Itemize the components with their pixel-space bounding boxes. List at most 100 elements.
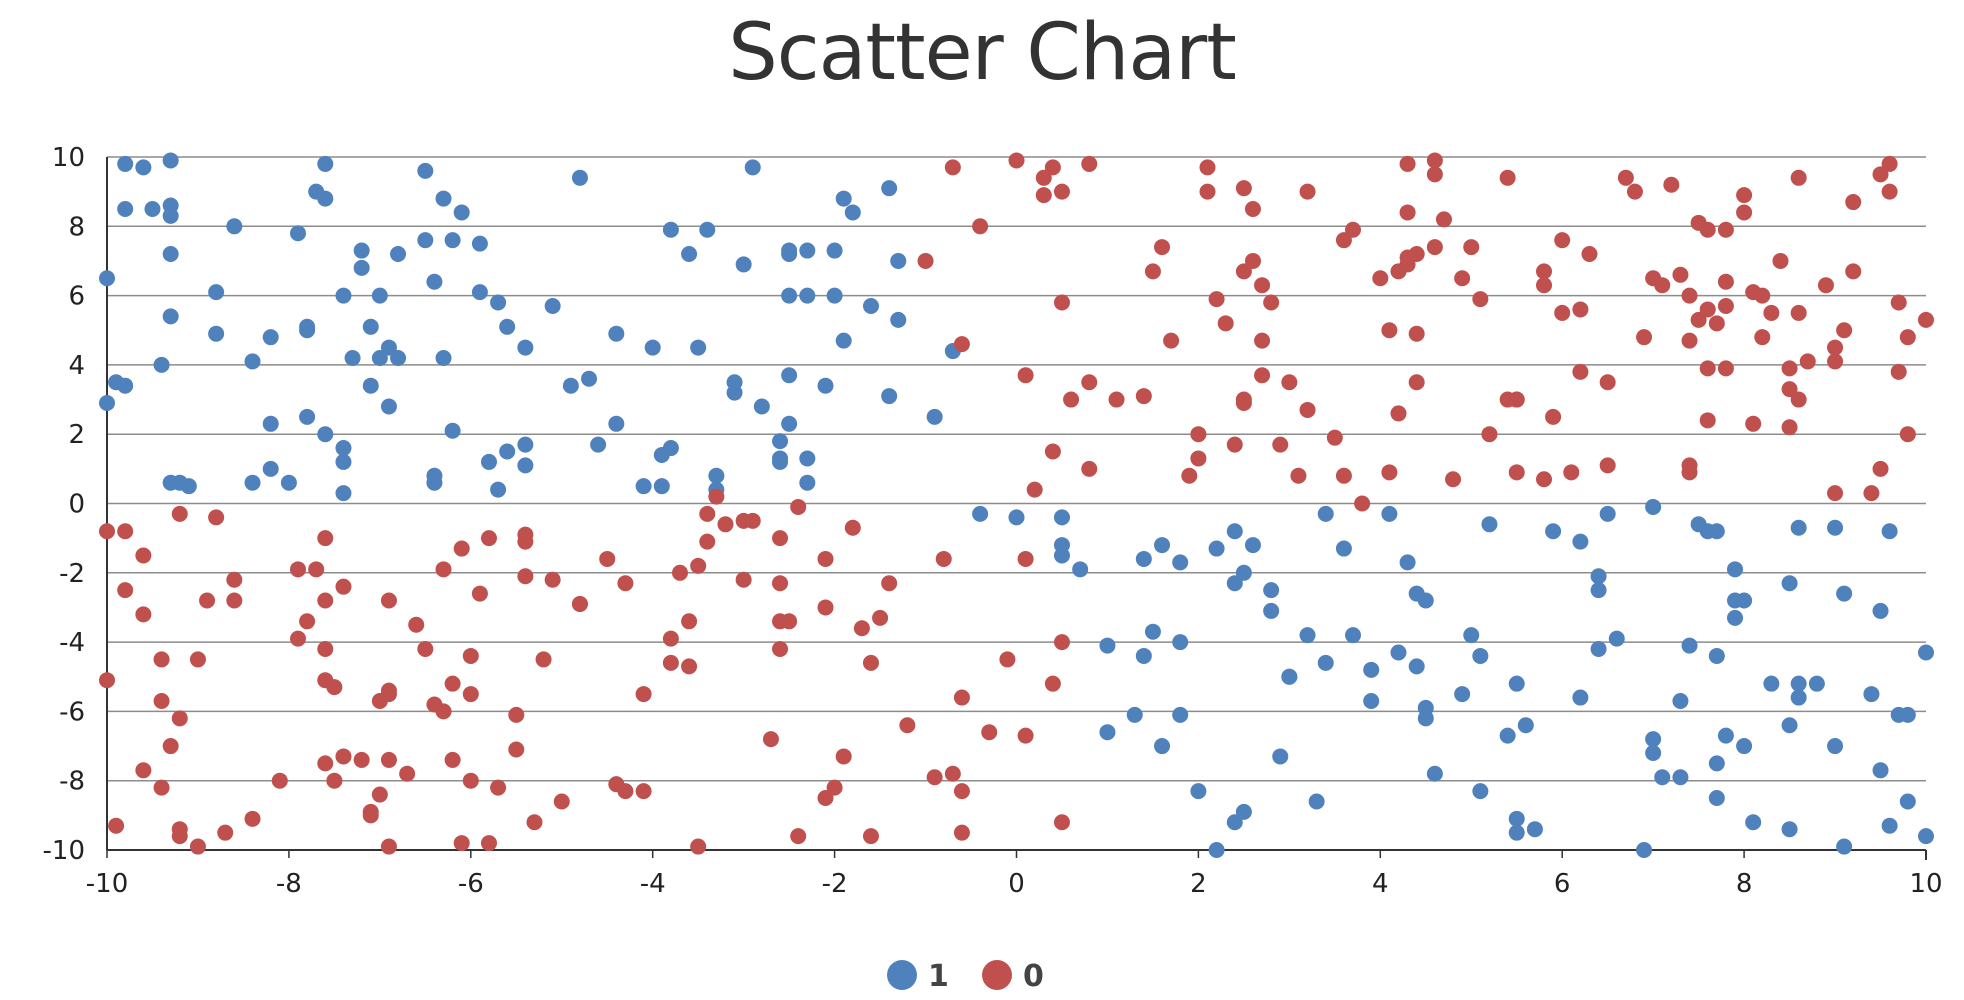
scatter-point	[1827, 485, 1844, 502]
scatter-point	[162, 152, 179, 169]
scatter-point	[1335, 232, 1352, 249]
scatter-point	[899, 717, 916, 734]
scatter-point	[435, 561, 452, 578]
scatter-point	[1172, 554, 1189, 571]
scatter-point	[608, 325, 625, 342]
scatter-point	[1208, 540, 1225, 557]
scatter-point	[244, 810, 261, 827]
scatter-point	[99, 395, 115, 412]
scatter-point	[271, 772, 288, 789]
scatter-point	[844, 204, 861, 221]
legend-item[interactable]: 0	[982, 959, 1044, 994]
scatter-point	[117, 155, 134, 172]
scatter-point	[862, 828, 879, 845]
scatter-point	[1572, 363, 1589, 380]
scatter-point	[1699, 221, 1716, 238]
scatter-point	[1381, 322, 1398, 339]
scatter-point	[1736, 592, 1753, 609]
scatter-point	[453, 835, 470, 852]
scatter-point	[371, 349, 388, 366]
scatter-point	[326, 772, 343, 789]
y-tick-label: -10	[43, 836, 85, 866]
scatter-point	[762, 731, 779, 748]
scatter-point	[1244, 200, 1261, 217]
scatter-point	[1708, 523, 1725, 540]
scatter-point	[471, 235, 488, 252]
scatter-point	[99, 672, 115, 689]
scatter-point	[317, 426, 334, 443]
scatter-point	[881, 388, 898, 405]
scatter-point	[353, 242, 370, 259]
scatter-point	[371, 287, 388, 304]
scatter-point	[1508, 810, 1525, 827]
scatter-point	[1154, 738, 1171, 755]
scatter-point	[135, 159, 152, 176]
legend-item[interactable]: 1	[887, 959, 949, 994]
scatter-point	[1827, 519, 1844, 536]
scatter-point	[817, 790, 834, 807]
scatter-point	[1235, 803, 1252, 820]
scatter-point	[544, 571, 561, 588]
scatter-point	[662, 440, 679, 457]
scatter-point	[699, 533, 716, 550]
scatter-point	[953, 824, 970, 841]
scatter-point	[835, 748, 852, 765]
scatter-point	[1545, 408, 1562, 425]
scatter-point	[289, 561, 306, 578]
scatter-point	[1199, 183, 1216, 200]
scatter-point	[726, 374, 743, 391]
scatter-point	[1472, 291, 1489, 308]
scatter-point	[1081, 374, 1098, 391]
x-tick-label: 10	[1909, 869, 1942, 899]
scatter-point	[653, 478, 670, 495]
scatter-point	[1918, 644, 1934, 661]
scatter-point	[1435, 211, 1452, 228]
scatter-point	[335, 578, 352, 595]
scatter-point	[662, 221, 679, 238]
scatter-point	[753, 398, 770, 415]
scatter-point	[1672, 266, 1689, 283]
scatter-point	[644, 339, 661, 356]
scatter-point	[1335, 467, 1352, 484]
scatter-point	[671, 564, 688, 581]
scatter-point	[1190, 426, 1207, 443]
scatter-point	[1708, 790, 1725, 807]
scatter-point	[226, 218, 243, 235]
scatter-point	[1363, 661, 1380, 678]
scatter-point	[1790, 675, 1807, 692]
scatter-point	[135, 547, 152, 564]
scatter-point	[517, 436, 534, 453]
scatter-point	[772, 641, 789, 658]
scatter-point	[1226, 814, 1243, 831]
scatter-point	[772, 453, 789, 470]
scatter-point	[335, 440, 352, 457]
y-axis-ticks: -10 -8 -6 -4 -2 0 2 4 6 8 10	[43, 143, 85, 866]
scatter-point	[326, 679, 343, 696]
scatter-point	[362, 318, 379, 335]
scatter-point	[199, 592, 216, 609]
scatter-point	[344, 349, 361, 366]
scatter-point	[153, 356, 170, 373]
scatter-point	[781, 287, 798, 304]
scatter-point	[462, 772, 479, 789]
scatter-point	[1545, 523, 1562, 540]
scatter-point	[517, 533, 534, 550]
scatter-point	[380, 339, 397, 356]
x-axis-ticks: -10 -8 -6 -4 -2 0 2 4 6 8 10	[86, 850, 1943, 899]
scatter-point	[1335, 540, 1352, 557]
scatter-point	[708, 488, 725, 505]
scatter-point	[380, 592, 397, 609]
scatter-point	[553, 793, 570, 810]
scatter-point	[735, 571, 752, 588]
scatter-point	[189, 838, 206, 855]
y-tick-label: 2	[68, 420, 85, 450]
scatter-point	[1081, 460, 1098, 477]
scatter-point	[1681, 287, 1698, 304]
scatter-point	[772, 530, 789, 547]
scatter-point	[1454, 270, 1471, 287]
scatter-point	[1599, 457, 1616, 474]
scatter-point	[1226, 575, 1243, 592]
scatter-point	[1081, 155, 1098, 172]
scatter-point	[1681, 637, 1698, 654]
